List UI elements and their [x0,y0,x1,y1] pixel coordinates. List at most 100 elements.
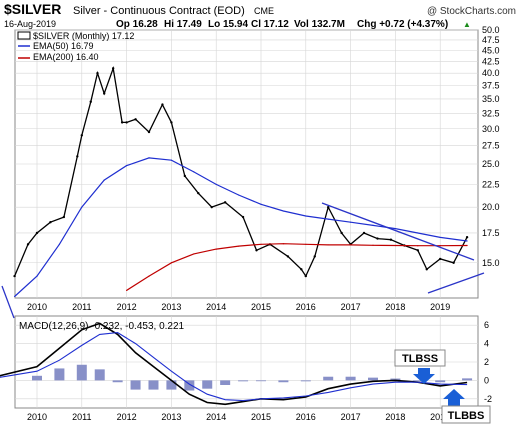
macd-histogram-bar [130,380,141,390]
price-x-tick-label: 2016 [296,302,316,312]
price-point [439,257,442,261]
price-point [13,274,16,278]
price-point [170,262,172,264]
price-point [417,245,419,247]
macd-x-tick-label: 2017 [341,412,361,422]
price-point [340,231,343,235]
price-point [327,205,330,209]
price-point [394,227,396,230]
price-y-tick-label: 47.5 [482,35,500,45]
price-x-tick-label: 2018 [385,302,405,312]
contract-description: Silver - Continuous Contract (EOD) [73,5,245,17]
macd-x-axis: 2010 2011 2012 2013 2014 2015 2016 2017 2018 2019 [27,412,450,422]
price-point [439,236,441,239]
macd-y-tick-label: 6 [484,320,489,330]
price-point [376,237,379,240]
legend-swatch-price [17,31,31,40]
macd-histogram-bar [202,380,213,389]
price-point [439,245,441,247]
price-point [260,203,262,205]
price-x-tick-label: 2014 [206,302,226,312]
price-point [255,249,258,252]
price-series-0 [14,65,468,278]
price-point [327,244,329,246]
tlbss-arrow-icon [413,368,435,384]
price-series-2 [126,243,468,291]
macd-x-tick-label: 2012 [117,412,137,422]
price-point [126,289,128,292]
macd-histogram-bar [148,380,159,390]
left-edge-line [1,285,15,319]
price-y-tick-label: 45.0 [482,45,500,55]
price-point [148,157,150,159]
macd-histogram-bar [300,380,311,382]
price-point [327,218,329,220]
macd-x-tick-label: 2016 [296,412,316,422]
exchange-label: CME [254,6,274,16]
price-point [238,245,240,247]
price-point [120,121,124,124]
macd-series-1 [0,332,468,402]
price-point [300,268,303,271]
price-point [465,235,469,239]
price-point [260,243,262,245]
price-y-tick-label: 35.0 [482,94,500,104]
price-point [89,100,92,103]
price-point [35,231,39,235]
price-point [425,268,428,271]
price-point [161,103,164,106]
price-point [147,130,151,134]
legend-price: $SILVER (Monthly) 17.12 [33,31,134,41]
price-point [26,243,30,246]
macd-y-tick-label: 2 [484,357,489,367]
macd-histogram-bar [345,376,356,381]
price-point [80,134,84,137]
macd-series-0 [0,322,468,406]
change-value: Chg +0.72 (+4.37%) [357,19,448,30]
macd-x-tick-label: 2018 [385,412,405,422]
tlbbs-label: TLBBS [448,410,485,422]
legend-ema200: EMA(200) 16.40 [33,52,99,62]
price-point [62,215,66,219]
price-y-tick-label: 25.0 [482,159,500,169]
price-point [210,205,213,209]
price-point [282,210,284,212]
close-value: Cl 17.12 [251,19,289,30]
macd-histogram-bar [166,380,177,390]
macd-histogram-bar [94,369,105,381]
macd-histogram-bar [390,378,401,381]
macd-histogram-bar [278,380,289,383]
price-x-tick-label: 2019 [430,302,450,312]
price-point [282,243,284,245]
price-point [416,249,419,252]
price-point [76,155,79,158]
price-x-axis: 2010 2011 2012 2013 2014 2015 2016 2017 2018 2019 [27,302,450,312]
price-point [103,179,105,181]
macd-x-tick-label: 2014 [206,412,226,422]
price-point [193,171,195,173]
macd-histogram-bar [412,380,423,382]
price-point [193,253,195,255]
price-point [313,255,316,258]
macd-y-tick-label: 0 [484,375,489,385]
change-up-icon: ▲ [463,20,471,29]
price-x-tick-label: 2012 [117,302,137,312]
macd-y-tick-label: -2 [484,394,492,404]
price-point [125,121,128,124]
price-grid [15,29,478,298]
macd-x-tick-label: 2015 [251,412,271,422]
symbol-title: $SILVER [4,1,61,17]
price-point [350,221,352,223]
tlbbs-annotation: TLBBS [441,389,491,424]
price-point [49,221,52,224]
price-point [81,206,83,208]
price-point [126,164,128,167]
macd-x-tick-label: 2011 [72,412,91,422]
downtrend-line [321,202,475,261]
price-point [241,215,245,219]
price-point [183,174,187,178]
price-point [170,121,173,124]
low-value: Lo 15.94 [208,19,248,30]
price-point [466,244,468,247]
price-point [305,215,307,217]
